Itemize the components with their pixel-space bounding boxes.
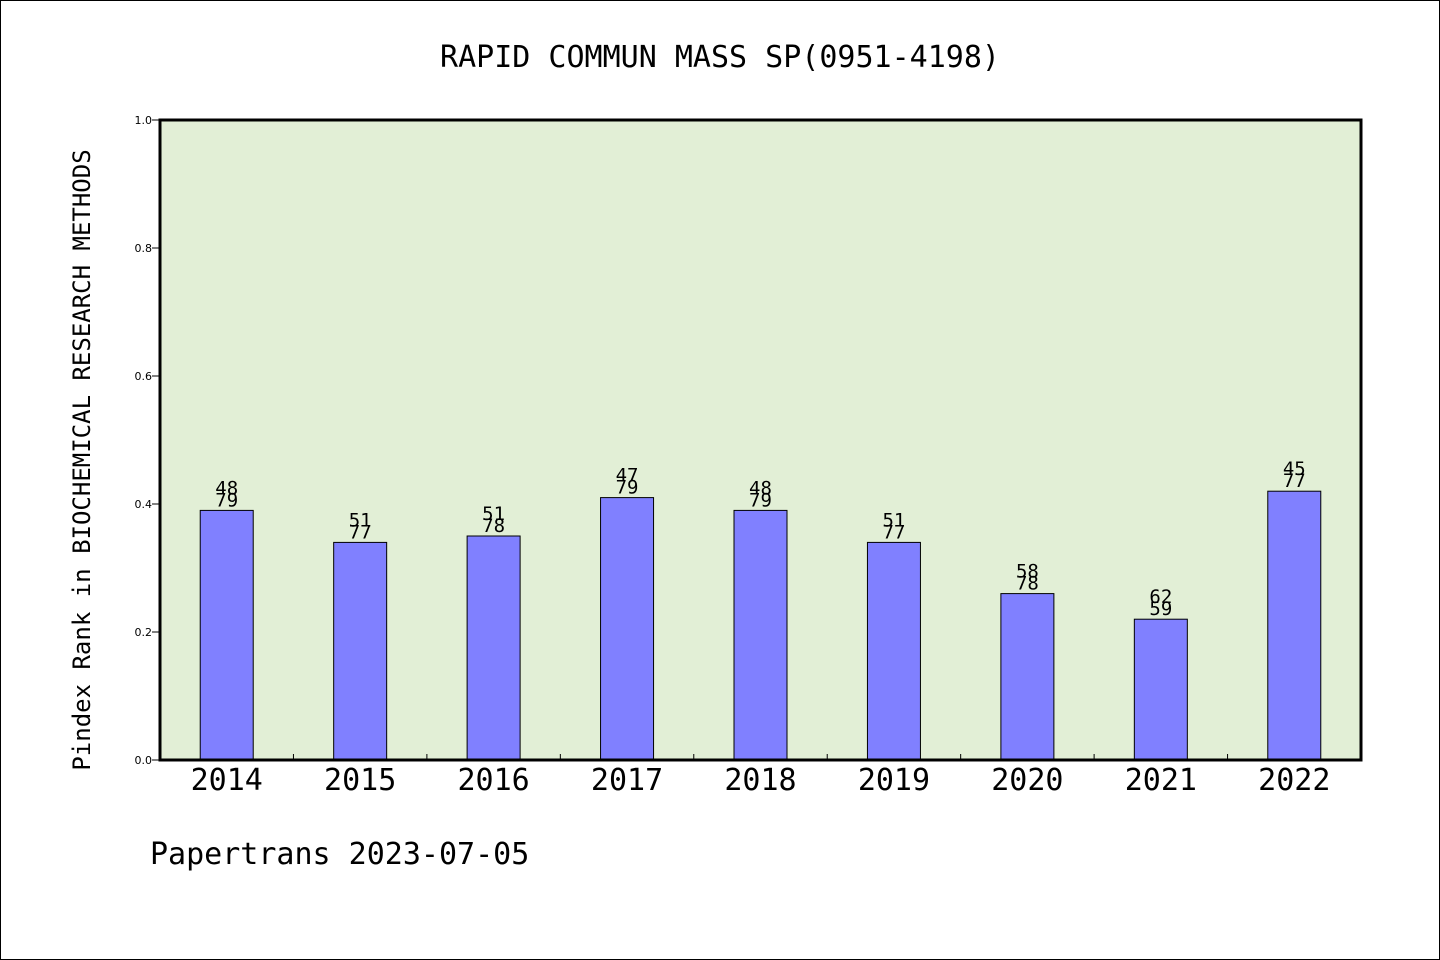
bar-data-label: 48 [215,477,238,499]
x-tick-label: 2021 [1125,763,1197,798]
y-tick-label: 0.6 [135,370,153,383]
x-tick-label: 2022 [1258,763,1330,798]
bar-data-label: 62 [1149,586,1172,608]
y-tick-label: 1.0 [135,114,153,127]
plot-border [158,118,1363,762]
bar-data-label: 48 [749,477,772,499]
bar-2016 [466,535,521,761]
x-tick-label: 2019 [858,763,930,798]
chart-title: RAPID COMMUN MASS SP(0951-4198) [440,40,1000,75]
bar-data-label: 77 [1283,470,1306,492]
bar-2019 [866,541,921,761]
x-tick-label: 2017 [591,763,663,798]
y-axis: 0.0 0.2 0.4 0.6 0.8 1.0 [135,114,160,767]
x-tick-label: 2015 [324,763,396,798]
bar-2021 [1133,618,1188,761]
bar-data-label: 51 [882,509,905,531]
bar-data-label: 45 [1283,458,1306,480]
x-tick-label: 2020 [991,763,1063,798]
bar-data-label: 51 [349,509,372,531]
x-tick-label: 2018 [724,763,796,798]
x-axis: 2014 2015 2016 2017 2018 2019 2020 2021 2022 [191,754,1330,798]
bar-2014 [199,509,254,761]
bar-data-label: 77 [349,521,372,543]
bar-data-label: 47 [616,465,639,487]
bar-data-label: 79 [749,489,772,511]
bar-data-label: 79 [616,477,639,499]
bar-data-label: 51 [482,503,505,525]
bar-data-label: 78 [1016,573,1039,595]
bar-data-label: 77 [882,521,905,543]
footer-credit: Papertrans 2023-07-05 [150,837,529,872]
bar-data-label: 78 [482,515,505,537]
y-tick-label: 0.4 [135,498,153,511]
bar-2022 [1267,490,1322,761]
bar-2020 [1000,593,1055,761]
y-tick-label: 0.2 [135,626,153,639]
bar-data-label: 58 [1016,561,1039,583]
bar-2017 [600,497,655,761]
y-tick-label: 0.8 [135,242,153,255]
bar-data-label: 59 [1149,598,1172,620]
bar-data-label: 79 [215,489,238,511]
y-tick-label: 0.0 [135,754,153,767]
x-tick-label: 2014 [191,763,263,798]
x-tick-label: 2016 [457,763,529,798]
bar-2018 [733,509,788,761]
bar-2015 [333,541,388,761]
y-axis-label: Pindex Rank in BIOCHEMICAL RESEARCH METH… [68,149,96,770]
